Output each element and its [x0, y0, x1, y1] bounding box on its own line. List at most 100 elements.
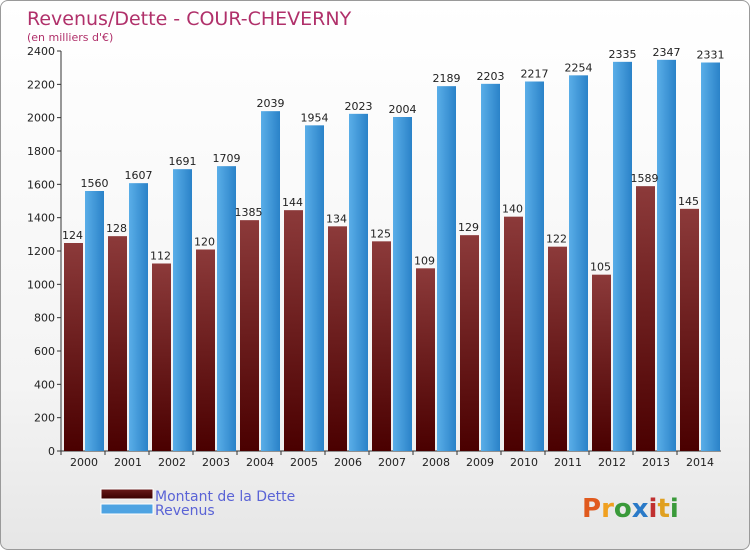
bar-dette-2012 — [592, 274, 611, 451]
bar-dette-2013 — [636, 186, 655, 451]
bar-revenus-2001 — [129, 183, 148, 451]
x-tick-label: 2011 — [554, 456, 582, 469]
label-revenus-2010: 2217 — [521, 68, 549, 81]
data-labels: 124 1560 128 1607 112 1691 120 1709 1385 2039 144 1… — [62, 46, 725, 274]
y-tick-label: 1400 — [27, 212, 55, 225]
bar-dette-2011 — [548, 246, 567, 451]
label-dette-2008: 109 — [414, 254, 435, 267]
bar-dette-2000 — [64, 243, 83, 451]
bar-revenus-2000 — [85, 191, 104, 451]
label-revenus-2014: 2331 — [697, 49, 725, 62]
x-tick-label: 2000 — [70, 456, 98, 469]
label-dette-2011: 122 — [546, 233, 567, 246]
label-dette-2007: 125 — [370, 227, 391, 240]
bar-revenus-2004 — [261, 111, 280, 452]
x-tick-label: 2004 — [246, 456, 274, 469]
label-dette-2012: 105 — [590, 261, 611, 274]
y-tick-label: 1600 — [27, 178, 55, 191]
bar-dette-2014 — [680, 208, 699, 451]
label-revenus-2002: 1691 — [169, 155, 197, 168]
bar-revenus-2012 — [613, 61, 632, 451]
label-revenus-2004: 2039 — [257, 97, 285, 110]
bar-revenus-2011 — [569, 75, 588, 451]
bar-revenus-2014 — [701, 62, 720, 451]
bar-dette-2004 — [240, 220, 259, 451]
legend-swatch-revenus — [100, 503, 154, 515]
label-revenus-2008: 2189 — [433, 72, 461, 85]
label-dette-2009: 129 — [458, 221, 479, 234]
bar-revenus-2008 — [437, 86, 456, 452]
y-tick-label: 1800 — [27, 145, 55, 158]
x-tick-label: 2002 — [158, 456, 186, 469]
x-tick-label: 2006 — [334, 456, 362, 469]
bar-dette-2006 — [328, 226, 347, 451]
label-dette-2003: 120 — [194, 236, 215, 249]
chart-subtitle: (en milliers d'€) — [27, 31, 113, 44]
y-tick-label: 2000 — [27, 112, 55, 125]
legend-swatch-dette — [100, 488, 154, 500]
bar-revenus-2006 — [349, 113, 368, 451]
x-tick-label: 2012 — [598, 456, 626, 469]
y-tick-label: 800 — [34, 312, 55, 325]
label-revenus-2000: 1560 — [81, 177, 109, 190]
label-revenus-2009: 2203 — [477, 70, 505, 83]
label-revenus-2012: 2335 — [609, 48, 637, 61]
label-dette-2013: 1589 — [631, 172, 659, 185]
x-tick-label: 2009 — [466, 456, 494, 469]
label-dette-2000: 124 — [62, 229, 83, 242]
bar-dette-2005 — [284, 210, 303, 451]
bar-revenus-2013 — [657, 59, 676, 451]
bar-dette-2003 — [196, 249, 215, 451]
x-tick-label: 2014 — [686, 456, 714, 469]
label-revenus-2006: 2023 — [345, 100, 373, 113]
x-tick-label: 2005 — [290, 456, 318, 469]
y-tick-label: 400 — [34, 378, 55, 391]
proxiti-logo-text: Proxiti — [582, 494, 679, 524]
bar-revenus-2010 — [525, 81, 544, 451]
y-tick-label: 200 — [34, 412, 55, 425]
x-axis: 2000 2001 2002 2003 2004 2005 2006 2007 2008 2009… — [60, 450, 721, 469]
bar-dette-2001 — [108, 236, 127, 451]
y-tick-label: 2400 — [27, 45, 55, 58]
proxiti-logo: Proxiti — [582, 494, 679, 524]
bar-dette-2008 — [416, 268, 435, 451]
label-revenus-2003: 1709 — [213, 152, 241, 165]
y-tick-label: 1000 — [27, 278, 55, 291]
label-dette-2014: 145 — [678, 195, 699, 208]
bar-revenus-2009 — [481, 83, 500, 451]
label-dette-2006: 134 — [326, 212, 347, 225]
legend-label-revenus: Revenus — [155, 503, 215, 519]
bar-dette-2002 — [152, 263, 171, 451]
y-tick-label: 0 — [48, 445, 55, 458]
x-tick-label: 2007 — [378, 456, 406, 469]
label-dette-2002: 112 — [150, 250, 171, 263]
bar-revenus-2002 — [173, 169, 192, 451]
label-dette-2005: 144 — [282, 196, 303, 209]
legend: Montant de la Dette Revenus — [100, 488, 295, 519]
bar-revenus-2007 — [393, 117, 412, 451]
label-revenus-2005: 1954 — [301, 111, 329, 124]
y-tick-label: 600 — [34, 345, 55, 358]
label-dette-2010: 140 — [502, 203, 523, 216]
x-tick-label: 2013 — [642, 456, 670, 469]
legend-label-dette: Montant de la Dette — [155, 489, 295, 505]
x-tick-label: 2010 — [510, 456, 538, 469]
label-revenus-2011: 2254 — [565, 61, 593, 74]
bar-dette-2010 — [504, 216, 523, 451]
bars — [64, 59, 720, 452]
bar-dette-2009 — [460, 235, 479, 451]
x-tick-label: 2008 — [422, 456, 450, 469]
y-axis: 0 200 400 600 800 1000 1200 1400 1600 1800 2000 220… — [27, 45, 62, 458]
label-revenus-2007: 2004 — [389, 103, 417, 116]
label-revenus-2001: 1607 — [125, 169, 153, 182]
label-dette-2004: 1385 — [235, 206, 263, 219]
y-tick-label: 2200 — [27, 78, 55, 91]
chart-title: Revenus/Dette - COUR-CHEVERNY — [27, 8, 352, 30]
y-tick-label: 1200 — [27, 245, 55, 258]
label-revenus-2013: 2347 — [653, 46, 681, 59]
bar-revenus-2003 — [217, 166, 236, 451]
x-tick-label: 2003 — [202, 456, 230, 469]
bar-revenus-2005 — [305, 125, 324, 451]
